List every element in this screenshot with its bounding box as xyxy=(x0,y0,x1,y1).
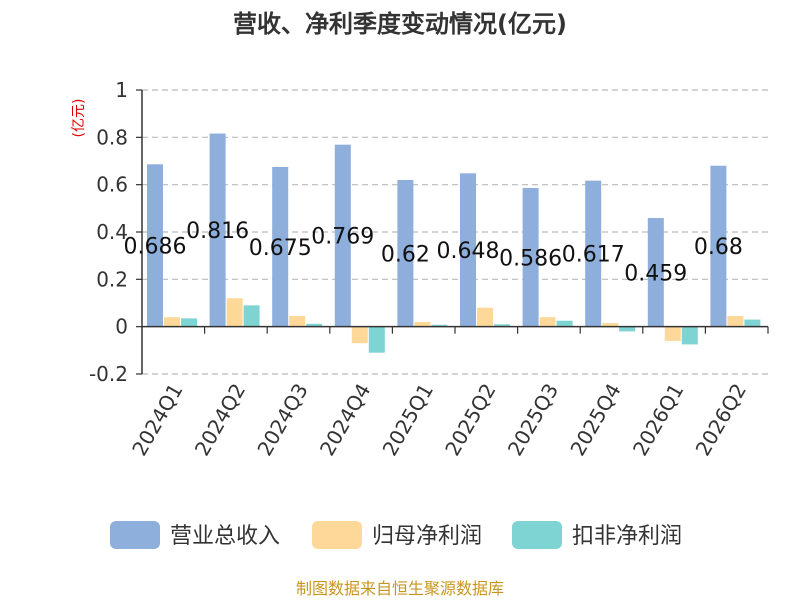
bar-revenue xyxy=(585,180,602,327)
bar-deducted-net-profit xyxy=(556,320,573,327)
legend-swatch xyxy=(110,521,160,549)
chart-title: 营收、净利季度变动情况(亿元) xyxy=(233,10,567,38)
bar-revenue xyxy=(147,164,163,327)
bar-deducted-net-profit xyxy=(744,319,761,327)
y-tick-label: 0.2 xyxy=(96,267,128,291)
bar-net-profit xyxy=(727,316,744,327)
bar-deducted-net-profit xyxy=(619,326,636,332)
bars-layer xyxy=(147,133,761,353)
bar-revenue xyxy=(272,166,289,327)
bar-deducted-net-profit xyxy=(368,326,385,353)
data-label: 0.62 xyxy=(381,242,430,267)
x-tick-label: 2024Q4 xyxy=(315,379,375,460)
bar-net-profit xyxy=(664,326,681,341)
data-label: 0.68 xyxy=(694,235,743,260)
bar-net-profit xyxy=(539,317,556,327)
x-tick-label: 2026Q2 xyxy=(691,379,751,460)
bar-revenue xyxy=(647,218,664,327)
data-label: 0.686 xyxy=(124,234,187,259)
legend-swatch xyxy=(512,521,562,549)
bar-net-profit xyxy=(351,326,368,344)
bar-net-profit xyxy=(414,321,431,327)
x-tick-label: 2025Q1 xyxy=(378,379,438,460)
x-tick-label: 2024Q1 xyxy=(127,379,187,460)
x-tick-label: 2026Q1 xyxy=(628,379,688,460)
bar-net-profit xyxy=(226,298,243,327)
y-tick-label: 0.8 xyxy=(96,125,128,149)
data-label: 0.769 xyxy=(311,225,374,250)
bar-revenue xyxy=(460,173,476,327)
x-tick-label: 2025Q2 xyxy=(440,379,500,460)
bar-revenue xyxy=(209,133,226,327)
y-tick-label: 0.4 xyxy=(96,220,128,244)
bar-deducted-net-profit xyxy=(243,305,260,327)
bar-net-profit xyxy=(164,317,180,327)
bar-deducted-net-profit xyxy=(306,323,323,327)
legend-label: 归母净利润 xyxy=(372,524,482,549)
bar-revenue xyxy=(710,165,727,327)
bar-net-profit xyxy=(477,307,493,327)
y-tick-label: 0 xyxy=(115,315,128,339)
y-tick-label: 0.6 xyxy=(96,173,128,197)
grid-layer xyxy=(142,89,768,375)
data-label: 0.459 xyxy=(624,261,687,286)
legend-label: 扣非净利润 xyxy=(572,524,682,549)
bar-deducted-net-profit xyxy=(181,318,197,327)
legend: 营业总收入 归母净利润 扣非净利润 xyxy=(110,521,682,549)
data-label: 0.816 xyxy=(186,219,249,244)
y-tick-label: 1 xyxy=(115,78,128,102)
bar-deducted-net-profit xyxy=(681,326,698,345)
bar-net-profit xyxy=(602,323,619,327)
data-label: 0.648 xyxy=(437,239,500,264)
x-tick-label: 2025Q4 xyxy=(565,379,625,460)
data-label: 0.586 xyxy=(499,246,562,271)
legend-label: 营业总收入 xyxy=(170,524,280,549)
bar-deducted-net-profit xyxy=(431,324,448,327)
y-unit-label: (亿元) xyxy=(71,99,87,138)
x-tick-label: 2025Q3 xyxy=(503,379,563,460)
bar-revenue xyxy=(397,179,414,327)
x-tick-label: 2024Q3 xyxy=(252,379,312,460)
y-tick-label: -0.2 xyxy=(89,362,128,386)
x-tick-label: 2024Q2 xyxy=(190,379,250,460)
bar-revenue xyxy=(522,187,539,327)
source-note: 制图数据来自恒生聚源数据库 xyxy=(296,579,504,598)
bar-deducted-net-profit xyxy=(494,324,510,327)
bar-revenue xyxy=(334,144,351,327)
data-label: 0.617 xyxy=(562,243,625,268)
bar-net-profit xyxy=(289,316,306,327)
legend-swatch xyxy=(312,521,362,549)
data-label: 0.675 xyxy=(249,236,312,261)
